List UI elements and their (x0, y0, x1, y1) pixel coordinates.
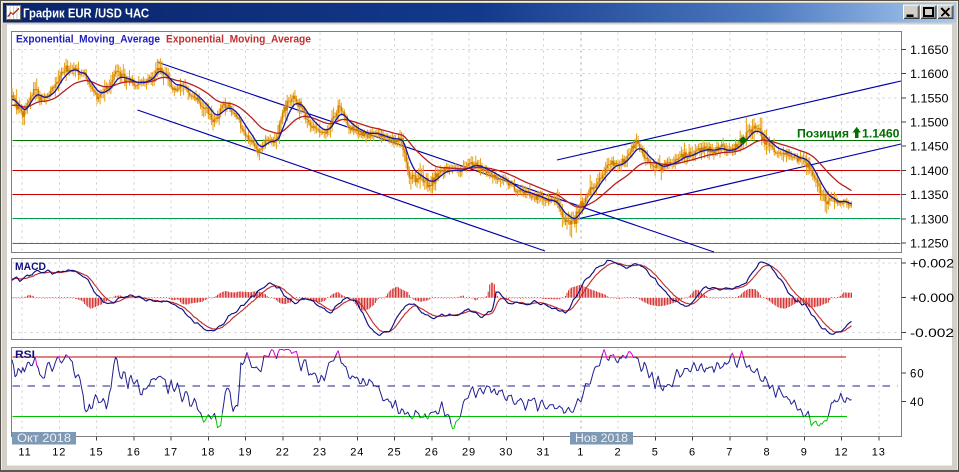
svg-text:+0.000: +0.000 (910, 293, 954, 305)
svg-text:60: 60 (910, 369, 924, 381)
svg-text:Позиция: Позиция (797, 127, 849, 141)
svg-text:Окт 2018: Окт 2018 (17, 433, 71, 445)
svg-text:16: 16 (127, 447, 141, 459)
svg-text:1.1600: 1.1600 (910, 69, 949, 81)
svg-text:29: 29 (462, 447, 476, 459)
svg-text:+0.002: +0.002 (910, 259, 954, 271)
svg-text:2: 2 (614, 447, 621, 459)
svg-text:15: 15 (89, 447, 103, 459)
svg-text:Exponential_Moving_Average: Exponential_Moving_Average (16, 34, 160, 46)
svg-text:1.1350: 1.1350 (910, 190, 949, 202)
svg-text:1.1500: 1.1500 (910, 118, 949, 130)
svg-text:7: 7 (726, 447, 733, 459)
svg-text:8: 8 (763, 447, 770, 459)
svg-text:24: 24 (350, 447, 364, 459)
svg-text:1.1300: 1.1300 (910, 214, 949, 226)
svg-text:1.1450: 1.1450 (910, 142, 949, 154)
svg-text:12: 12 (52, 447, 66, 459)
svg-text:17: 17 (164, 447, 178, 459)
svg-text:5: 5 (652, 447, 659, 459)
svg-text:RSI: RSI (15, 349, 35, 361)
svg-text:1: 1 (577, 447, 584, 459)
svg-text:1.1250: 1.1250 (910, 239, 949, 251)
svg-text:13: 13 (872, 447, 886, 459)
svg-text:График EUR /USD ЧАС: График EUR /USD ЧАС (23, 7, 149, 21)
svg-text:31: 31 (536, 447, 550, 459)
svg-text:1.1400: 1.1400 (910, 166, 949, 178)
svg-text:40: 40 (910, 397, 924, 409)
svg-text:1.1650: 1.1650 (910, 45, 949, 57)
svg-text:Нов 2018: Нов 2018 (575, 433, 628, 445)
svg-text:1.1550: 1.1550 (910, 93, 949, 105)
svg-text:22: 22 (276, 447, 290, 459)
svg-text:26: 26 (425, 447, 439, 459)
svg-text:23: 23 (313, 447, 327, 459)
svg-text:19: 19 (238, 447, 252, 459)
svg-text:30: 30 (499, 447, 513, 459)
svg-text:1.1460: 1.1460 (862, 127, 900, 141)
svg-text:25: 25 (387, 447, 401, 459)
svg-text:12: 12 (834, 447, 848, 459)
svg-text:Exponential_Moving_Average: Exponential_Moving_Average (166, 34, 311, 46)
svg-text:6: 6 (689, 447, 696, 459)
svg-text:11: 11 (18, 447, 31, 459)
svg-text:MACD: MACD (15, 261, 46, 273)
svg-text:18: 18 (201, 447, 215, 459)
svg-text:-0.002: -0.002 (910, 328, 954, 340)
svg-text:9: 9 (801, 447, 808, 459)
